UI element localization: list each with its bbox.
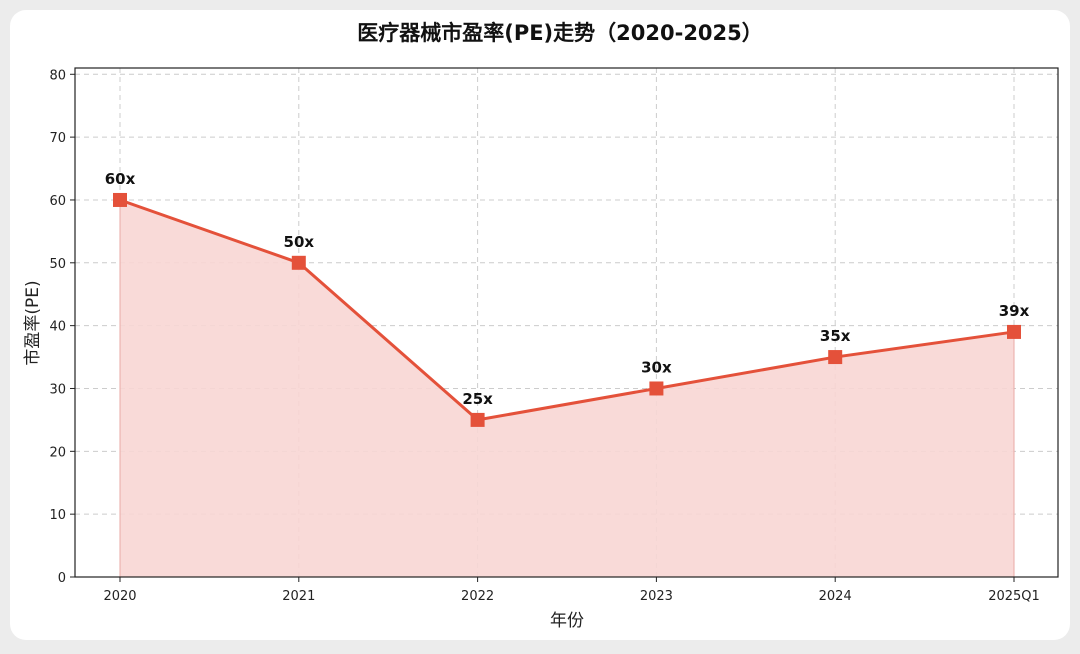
y-axis-label: 市盈率(PE) xyxy=(23,280,43,365)
y-tick-label: 10 xyxy=(49,508,66,523)
y-axis-ticks: 0 10 20 30 40 50 60 70 80 xyxy=(49,68,75,586)
x-tick-label: 2025Q1 xyxy=(988,589,1040,604)
x-tick-label: 2020 xyxy=(103,589,136,604)
area-drop-lines xyxy=(119,199,1015,577)
data-point-marker xyxy=(828,350,843,365)
data-point-marker xyxy=(113,192,127,207)
data-point-label: 30x xyxy=(641,358,672,376)
data-point-label: 25x xyxy=(462,390,493,408)
y-tick-label: 40 xyxy=(49,320,66,335)
y-tick-label: 20 xyxy=(49,445,66,460)
series-markers xyxy=(113,192,1021,427)
data-point-marker xyxy=(1007,324,1021,339)
chart-title: 医疗器械市盈率(PE)走势（2020-2025） xyxy=(357,21,763,45)
y-tick-label: 0 xyxy=(58,571,66,586)
y-tick-label: 50 xyxy=(49,257,66,272)
data-point-marker xyxy=(470,412,485,427)
data-point-marker xyxy=(649,381,664,396)
plot-frame xyxy=(74,67,1059,578)
x-tick-label: 2022 xyxy=(461,589,494,604)
y-tick-label: 70 xyxy=(49,131,66,146)
y-tick-label: 60 xyxy=(49,194,66,209)
area-fill xyxy=(120,199,1014,578)
data-point-label: 50x xyxy=(284,233,315,251)
y-tick-label: 80 xyxy=(49,68,66,83)
data-point-label: 35x xyxy=(820,327,851,345)
y-tick-label: 30 xyxy=(49,382,66,397)
x-tick-label: 2023 xyxy=(640,589,673,604)
series-line xyxy=(119,198,1015,422)
x-axis-label: 年份 xyxy=(550,611,584,631)
x-tick-label: 2021 xyxy=(282,589,315,604)
data-point-label: 39x xyxy=(999,302,1030,320)
data-point-marker xyxy=(291,255,306,270)
x-axis-ticks: 2020 2021 2022 2023 2024 2025Q1 xyxy=(103,577,1040,604)
data-point-label: 60x xyxy=(105,170,136,188)
data-labels: 60x 50x 25x 30x 35x 39x xyxy=(105,170,1030,408)
x-tick-label: 2024 xyxy=(819,589,852,604)
